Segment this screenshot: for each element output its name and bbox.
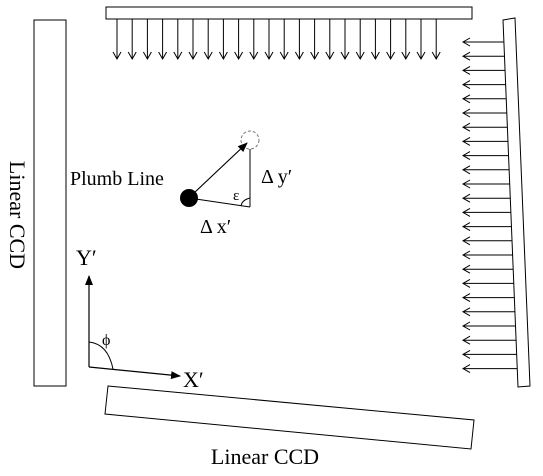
top-ray-head [249, 51, 259, 61]
right-ray-head [461, 51, 471, 61]
phi-label: ϕ [102, 332, 110, 349]
right-ray-head [461, 80, 471, 90]
top-ray-head [218, 51, 228, 61]
right-ray-head [461, 307, 471, 317]
top-ray-head [416, 51, 426, 61]
right-ray-head [461, 222, 471, 232]
right-ray-head [461, 250, 471, 260]
right-ray-head [461, 278, 471, 288]
top-ray-head [158, 51, 168, 61]
top-ray-head [173, 51, 183, 61]
bottom-ccd-label: Linear CCD [211, 444, 319, 469]
bottom-ccd-bar [104, 385, 475, 450]
top-ray-head [127, 51, 137, 61]
x-axis-label: X′ [183, 367, 204, 392]
top-ray-head [279, 51, 289, 61]
top-ray-head [264, 51, 274, 61]
right-ray-head [461, 37, 471, 47]
top-ray-head [294, 51, 304, 61]
phi-arc [88, 341, 114, 370]
top-ray-head [370, 51, 380, 61]
right-ray-head [461, 364, 471, 374]
left-ccd-bar [33, 19, 67, 387]
top-ray-head [340, 51, 350, 61]
delta-y-label: Δ y′ [261, 166, 292, 188]
right-ray-head [461, 65, 471, 75]
epsilon-label: ε [233, 188, 239, 204]
right-ray-head [461, 293, 471, 303]
right-ray-head [461, 193, 471, 203]
top-ray-head [325, 51, 335, 61]
right-ray-head [461, 321, 471, 331]
right-ray-head [461, 122, 471, 132]
delta-x-leg [188, 197, 251, 208]
right-ray-head [461, 335, 471, 345]
right-ray-head [461, 108, 471, 118]
top-ray-head [203, 51, 213, 61]
right-ray-head [461, 94, 471, 104]
top-ray-head [142, 51, 152, 61]
top-ray-head [386, 51, 396, 61]
top-ccd-bar [105, 6, 473, 20]
y-axis-label: Y′ [76, 245, 97, 270]
right-ray-head [461, 151, 471, 161]
right-ccd-bar [502, 17, 531, 388]
top-ray-head [401, 51, 411, 61]
top-light-rays [112, 19, 441, 61]
right-ray-head [461, 349, 471, 359]
right-ray-head [461, 236, 471, 246]
displaced-position-circle [240, 130, 260, 150]
plumb-line-label: Plumb Line [70, 168, 164, 190]
x-axis-arrow [88, 366, 181, 380]
left-ccd-label: Linear CCD [5, 161, 30, 269]
top-ray-head [188, 51, 198, 61]
top-ray-head [355, 51, 365, 61]
top-ray-head [234, 51, 244, 61]
right-ray-head [461, 136, 471, 146]
right-ray-head [461, 264, 471, 274]
top-ray-head [112, 51, 122, 61]
right-ray-head [461, 207, 471, 217]
epsilon-arc [240, 197, 251, 207]
delta-x-label: Δ x′ [200, 216, 231, 238]
displacement-arrow [193, 142, 248, 194]
right-light-rays [461, 37, 518, 374]
right-ray-head [461, 179, 471, 189]
right-ray-head [461, 165, 471, 175]
top-ray-head [431, 51, 441, 61]
top-ray-head [310, 51, 320, 61]
